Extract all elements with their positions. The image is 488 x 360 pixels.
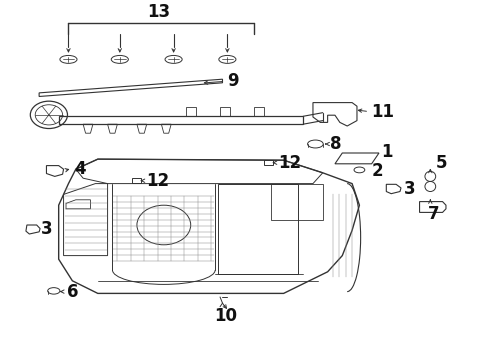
Text: 13: 13: [147, 3, 170, 21]
Text: 11: 11: [371, 103, 394, 121]
Text: 10: 10: [214, 307, 237, 325]
Text: 4: 4: [74, 160, 86, 178]
Text: 7: 7: [427, 205, 439, 223]
Text: 3: 3: [41, 220, 52, 238]
Text: 6: 6: [66, 283, 78, 301]
Text: 12: 12: [277, 154, 300, 172]
Text: 9: 9: [227, 72, 239, 90]
Text: 3: 3: [403, 180, 414, 198]
Text: 8: 8: [329, 135, 341, 153]
Text: 5: 5: [435, 154, 447, 172]
Text: 1: 1: [381, 143, 392, 161]
Text: 2: 2: [371, 162, 383, 180]
Text: 12: 12: [146, 172, 169, 190]
